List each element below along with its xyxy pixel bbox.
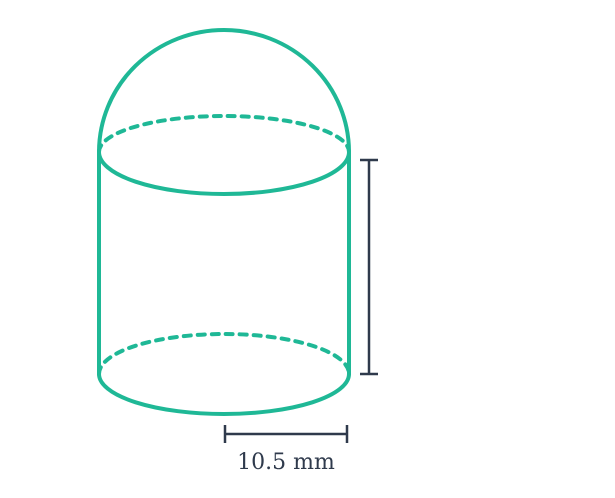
- radius-label: 10.5 mm: [237, 450, 335, 475]
- hemisphere-dome-outline: [97, 28, 351, 154]
- height-dimension-marker: [360, 158, 378, 376]
- radius-dimension-marker: [223, 425, 349, 443]
- top-ellipse-front-edge: [97, 150, 351, 196]
- top-ellipse-hidden-edge: [97, 114, 351, 154]
- base-ellipse-hidden-edge: [97, 332, 351, 376]
- base-ellipse-front-edge: [97, 372, 351, 416]
